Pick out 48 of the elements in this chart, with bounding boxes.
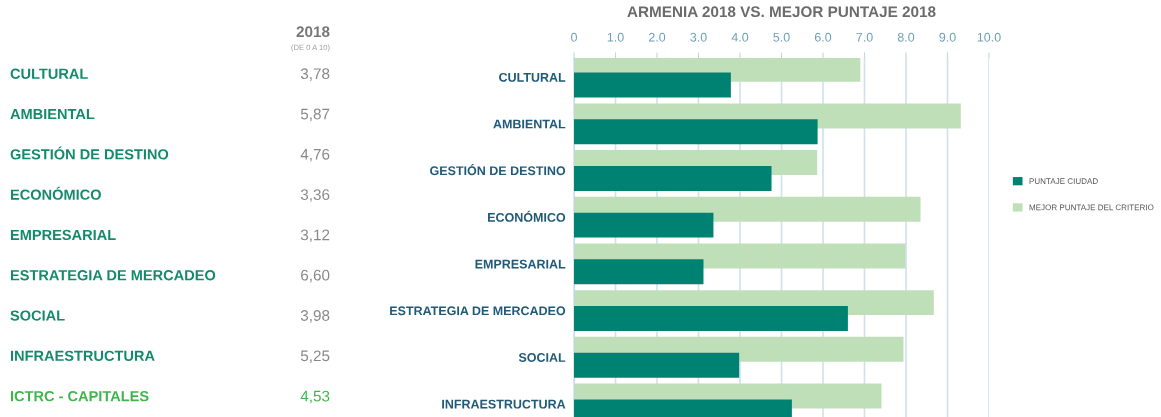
text: 3,12 [300,229,330,243]
y-tick-label: ESTRATEGIA DE MERCADEO [390,306,566,316]
text: 4,76 [300,148,330,162]
x-tick-label: 3.0 [690,32,707,42]
text: 4,53 [300,390,330,404]
x-tick-label: 2.0 [648,32,666,42]
x-tick-label: 10.0 [977,32,1001,42]
bar [574,259,704,285]
category-label: GESTIÓN DE DESTINO [10,146,169,160]
x-tick-label: 0 [571,32,577,42]
legend-label: PUNTAJE CIUDAD [1029,178,1098,184]
bar [574,306,848,331]
bar [574,119,818,145]
category-label: EMPRESARIAL [10,229,116,241]
category-label: ICTRC - CAPITALES [10,390,149,402]
category-label: ECONÓMICO [10,186,101,200]
y-tick-label: INFRAESTRUCTURA [442,399,566,409]
y-tick-label: CULTURAL [499,72,566,82]
y-tick-label: EMPRESARIAL [475,259,566,269]
bar [574,72,731,98]
text: 3,98 [300,310,330,323]
y-tick-label: GESTIÓN DE DESTINO [430,163,566,176]
text: 5,25 [300,350,330,364]
legend-label: MEJOR PUNTAJE DEL CRITERIO [1029,204,1154,211]
category-label: CULTURAL [10,68,88,79]
x-tick-label: 1.0 [607,32,624,42]
category-label: ESTRATEGIA DE MERCADEO [10,270,216,281]
text: 3,78 [300,68,330,81]
bar [574,212,714,238]
chart-title: ARMENIA 2018 VS. MEJOR PUNTAJE 2018 [627,6,936,18]
category-label: AMBIENTAL [10,109,95,120]
x-tick-label: 4.0 [731,32,749,42]
y-tick-label: ECONÓMICO [488,210,566,222]
category-label: SOCIAL [10,310,65,321]
x-tick-label: 8.0 [897,32,915,42]
x-tick-label: 5.0 [773,32,790,42]
x-tick-label: 7.0 [856,32,873,42]
text: 3,36 [300,189,330,202]
text: 2018 [296,26,330,38]
category-label: INFRAESTRUCTURA [10,350,155,362]
bar [574,165,772,191]
y-tick-label: AMBIENTAL [493,119,566,129]
x-tick-label: 6.0 [814,32,832,42]
text: 5,87 [300,108,330,122]
x-tick-label: 9.0 [939,32,956,42]
text: 6,60 [301,269,330,283]
y-tick-label: SOCIAL [518,353,566,362]
bar [574,352,740,378]
